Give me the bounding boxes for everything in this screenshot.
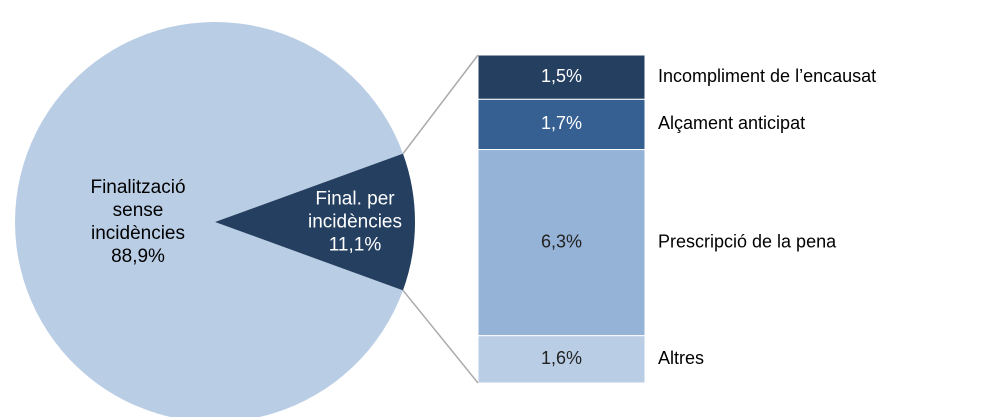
pie-label: Finalització sense incidències 88,9% — [76, 176, 201, 268]
category-label: Altres — [658, 348, 704, 368]
connector — [402, 289, 479, 384]
category-label: Alçament anticipat — [658, 113, 805, 133]
connector — [402, 54, 479, 155]
pie-label: Final. per incidències 11,1% — [300, 188, 410, 257]
value-label: 6,3% — [541, 231, 582, 251]
pie-slice — [215, 153, 415, 291]
value-label: 1,5% — [541, 66, 582, 86]
pie-slice — [15, 22, 403, 417]
pie-value-label: 11,1% — [328, 234, 382, 256]
category-label: Incompliment de l’encausat — [658, 66, 876, 86]
bar-segment — [477, 335, 646, 384]
value-label: 1,6% — [541, 348, 582, 368]
bar-segment — [477, 54, 646, 100]
category-label: Prescripció de la pena — [658, 231, 837, 251]
bar-segment — [477, 149, 646, 337]
value-label: 1,7% — [541, 113, 582, 133]
bar-segment — [477, 98, 646, 151]
pie-value-label: 88,9% — [111, 246, 165, 267]
